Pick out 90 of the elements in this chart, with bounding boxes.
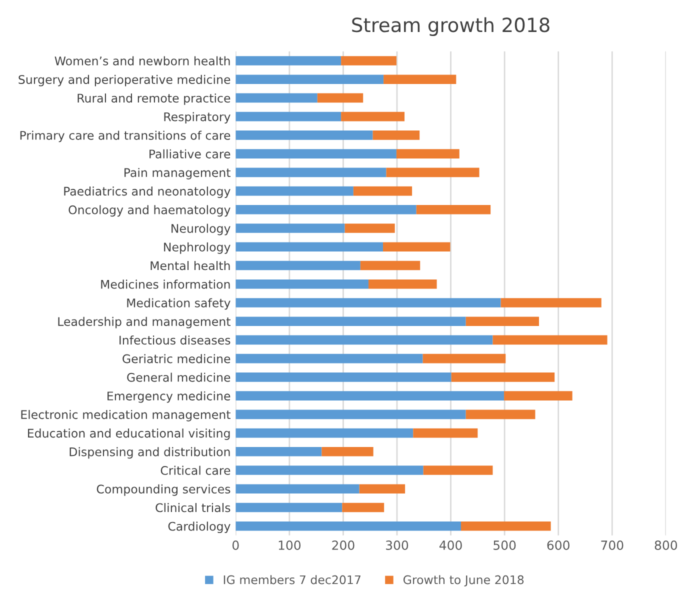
bar [236,428,414,438]
x-tick-label: 400 [439,540,462,550]
bar [236,484,360,494]
bar [236,521,461,531]
y-tick-label: Palliative care [150,149,230,158]
bar [416,205,491,214]
bar [384,74,456,84]
bar [236,186,354,196]
y-tick-label: Women’s and newborn health [54,56,230,66]
y-tick-label: Infectious diseases [120,335,230,345]
bar [383,242,450,252]
bar [236,112,342,122]
bar [236,130,373,140]
x-tick-label: 500 [494,540,516,550]
bar [341,112,405,122]
y-tick-label: Respiratory [164,112,230,124]
bar [236,447,322,456]
bar [236,316,466,326]
x-tick-label: 100 [278,540,301,550]
bar [236,260,360,270]
bar [236,74,384,84]
bar [504,391,572,400]
legend-label: Growth to June 2018 [403,575,524,586]
bar [236,168,386,178]
y-tick-label: Medicines information [101,280,230,289]
bar [236,391,504,400]
y-tick-label: General medicine [127,372,230,382]
bar [236,242,384,252]
bar [368,279,437,289]
bar [422,354,506,364]
bar [236,279,368,289]
bar [236,149,396,158]
bar [396,149,460,158]
bar [451,372,555,382]
bar [317,93,364,103]
y-tick-label: Primary care and transitions of care [20,130,230,142]
bar [461,521,551,531]
bar [500,298,602,308]
y-tick-label: Cardiology [168,522,230,534]
y-tick-label: Mental health [150,261,230,270]
bar [492,335,608,345]
bar [341,56,396,66]
y-tick-label: Paediatrics and neonatology [64,186,230,198]
bar [236,93,318,103]
bar [372,130,420,140]
bar [236,56,342,66]
legend-label: IG members 7 dec2017 [224,575,360,584]
y-tick-label: Surgery and perioperative medicine [18,74,230,86]
y-tick-label: Clinical trials [156,503,230,512]
x-tick-label: 600 [547,540,570,550]
y-tick-label: Rural and remote practice [78,93,230,105]
x-tick-label: 0 [232,540,239,550]
bar [236,354,423,364]
bar [353,186,412,196]
bar [236,335,493,345]
y-tick-label: Compounding services [96,484,230,496]
y-tick-label: Electronic medication management [21,410,230,422]
x-tick-label: 800 [654,540,678,550]
y-tick-label: Nephrology [164,242,230,254]
bar [423,466,493,475]
y-tick-label: Critical care [160,466,230,475]
bar [360,260,420,270]
y-tick-label: Dispensing and distribution [70,447,230,459]
x-tick-label: 300 [386,540,408,550]
y-tick-label: Oncology and haematology [68,205,230,217]
y-tick-label: Neurology [172,224,230,236]
bar [236,205,416,214]
bar [466,410,536,420]
y-tick-label: Leadership and management [58,316,230,328]
bar [359,484,406,494]
bar [236,372,452,382]
y-tick-label: Geriatric medicine [122,354,230,364]
chart-title: Stream growth 2018 [352,17,550,36]
bar [342,502,384,512]
y-tick-label: Education and educational visiting [28,428,230,440]
bar [236,410,466,420]
bar [466,316,539,326]
y-tick-label: Emergency medicine [108,391,230,403]
bar [413,428,478,438]
bar [322,447,374,456]
bar [236,502,342,512]
x-tick-label: 200 [332,540,354,550]
x-tick-label: 700 [601,540,624,550]
bar [386,168,480,178]
bar [344,224,395,233]
y-tick-label: Medication safety [127,298,230,310]
bar [236,466,424,475]
bar [236,224,345,233]
bar [236,298,501,308]
y-tick-label: Pain management [124,168,230,180]
